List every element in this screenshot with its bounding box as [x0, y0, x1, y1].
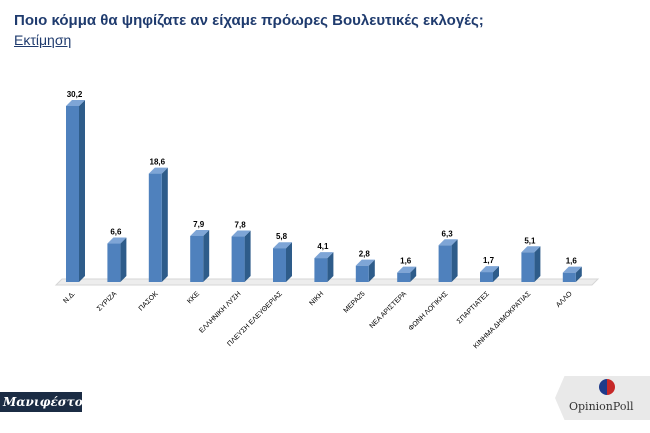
bar-top-4 [231, 230, 251, 237]
category-label-1: ΣΥΡΙΖΑ [96, 290, 119, 313]
bar-side-8 [410, 266, 417, 282]
category-label-6: ΝΙΚΗ [309, 290, 326, 307]
bar-11 [521, 252, 535, 282]
bar-side-4 [244, 230, 251, 282]
bar-4 [231, 236, 245, 282]
bar-top-6 [314, 252, 334, 259]
bar-side-10 [493, 266, 499, 282]
chart-title: Ποιο κόμμα θα ψηφίζατε αν είχαμε πρόωρες… [14, 12, 484, 29]
data-label-11: 5,1 [524, 236, 536, 245]
bar-top-0 [66, 100, 85, 106]
category-label-8: ΝΕΑ ΑΡΙΣΤΕΡΑ [369, 290, 409, 330]
bar-side-12 [575, 266, 582, 282]
bar-chart: 30,2 Ν.Δ. 6,6 ΣΥΡΙΖΑ 18,6 ΠΑΣΟΚ 7,9 ΚΚΕ 7,8 ΕΛΛΗΝ… [54, 90, 600, 350]
bar-side-6 [327, 252, 334, 282]
opinionpoll-logo: OpinionPoll [555, 376, 650, 420]
bar-top-8 [397, 266, 417, 273]
data-label-3: 7,9 [193, 220, 205, 229]
bar-6 [314, 258, 328, 282]
data-label-6: 4,1 [317, 242, 329, 251]
bar-top-9 [438, 239, 458, 246]
bar-side-9 [451, 239, 458, 282]
data-label-2: 18,6 [150, 158, 166, 167]
bar-0 [66, 106, 79, 282]
category-label-10: ΣΠΑΡΤΙΑΤΕΣ [456, 290, 491, 325]
bar-side-0 [79, 100, 85, 282]
category-label-3: ΚΚΕ [186, 290, 201, 305]
bar-side-11 [534, 246, 541, 282]
bar-10 [480, 272, 493, 282]
data-label-12: 1,6 [566, 257, 578, 266]
bar-8 [397, 272, 411, 282]
data-label-0: 30,2 [67, 90, 83, 99]
bar-side-5 [286, 242, 292, 282]
bar-9 [438, 245, 452, 282]
bar-top-7 [355, 259, 375, 266]
bar-top-2 [148, 167, 168, 174]
category-label-9: ΦΩΝΗ ΛΟΓΙΚΗΣ [408, 290, 450, 332]
opinionpoll-circle-icon [599, 379, 615, 395]
category-label-4: ΕΛΛΗΝΙΚΗ ΛΥΣΗ [198, 290, 242, 334]
opinionpoll-logo-text: OpinionPoll [569, 400, 634, 413]
category-label-7: ΜΕΡΑ25 [343, 290, 367, 314]
data-label-4: 7,8 [235, 221, 247, 230]
bar-1 [107, 243, 121, 282]
bar-top-12 [562, 266, 582, 273]
bar-7 [355, 265, 369, 282]
manifesto-logo: Μανιφέστο [0, 392, 83, 412]
manifesto-logo-text: Μανιφέστο [3, 395, 83, 409]
bar-3 [190, 235, 204, 282]
category-label-12: ΑΛΛΟ [555, 290, 574, 309]
data-label-10: 1,7 [483, 256, 495, 265]
bar-side-3 [203, 229, 210, 282]
bar-top-3 [190, 229, 210, 236]
data-label-7: 2,8 [359, 250, 371, 259]
data-label-9: 6,3 [442, 229, 454, 238]
bar-top-10 [480, 266, 499, 273]
bar-side-7 [368, 259, 375, 282]
bar-5 [273, 248, 286, 282]
bar-top-11 [521, 246, 541, 253]
bar-top-1 [107, 237, 127, 244]
data-label-8: 1,6 [400, 257, 412, 266]
bar-top-5 [273, 242, 292, 249]
data-label-1: 6,6 [110, 228, 122, 237]
data-label-5: 5,8 [276, 232, 288, 241]
bar-side-2 [161, 167, 168, 282]
bar-2 [148, 173, 162, 282]
bar-side-1 [120, 237, 127, 282]
category-label-2: ΠΑΣΟΚ [138, 290, 160, 312]
bar-12 [562, 272, 576, 282]
chart-subtitle: Εκτίμηση [14, 32, 72, 48]
category-label-0: Ν.Δ. [62, 290, 77, 305]
